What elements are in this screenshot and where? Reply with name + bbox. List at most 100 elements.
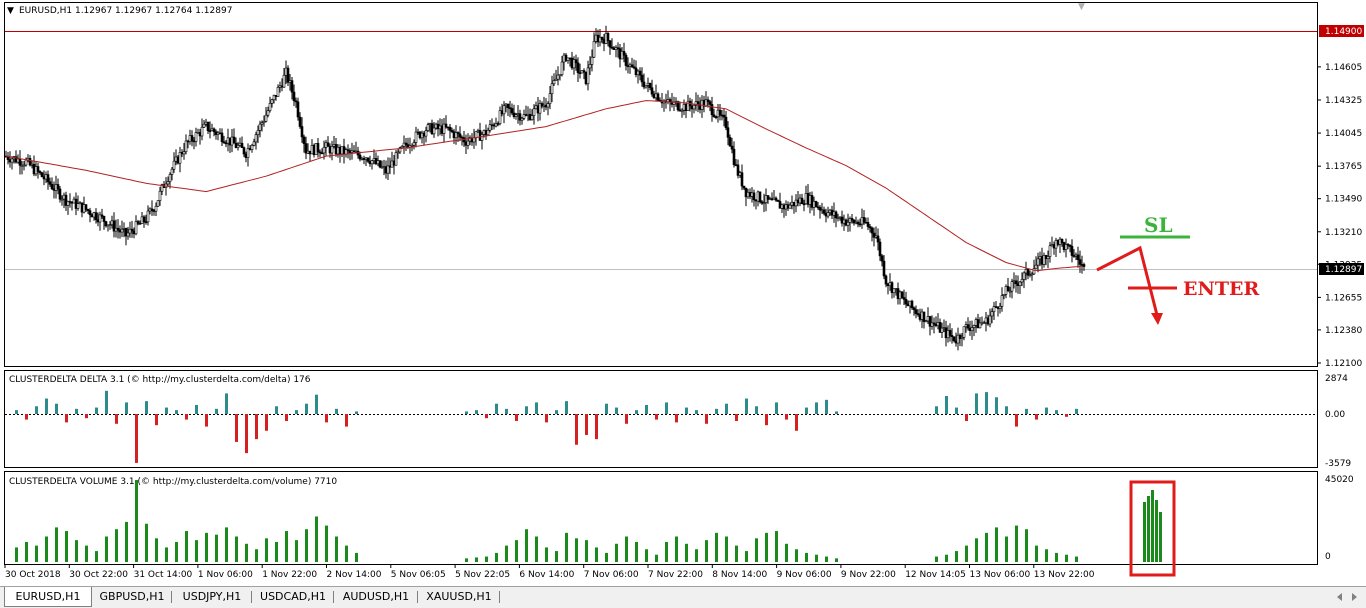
candle-body bbox=[892, 288, 896, 294]
delta-bar bbox=[565, 401, 568, 414]
volume-bar bbox=[635, 541, 638, 562]
candle-body bbox=[116, 227, 120, 231]
delta-bar bbox=[685, 407, 688, 414]
tab-usdjpy-h1[interactable]: USDJPY,H1 bbox=[172, 587, 252, 607]
delta-bar bbox=[975, 393, 978, 414]
candle-body bbox=[80, 202, 84, 213]
candle-body bbox=[554, 78, 558, 81]
delta-bar bbox=[725, 403, 728, 414]
candle-body bbox=[158, 190, 162, 201]
arrowhead-icon bbox=[1151, 313, 1163, 325]
candle-body bbox=[192, 140, 196, 143]
time-tick-label: 7 Nov 22:00 bbox=[648, 570, 703, 580]
candle-body bbox=[656, 93, 660, 101]
candle-body bbox=[398, 147, 402, 153]
candle-body bbox=[256, 130, 260, 135]
candle-body bbox=[1048, 245, 1052, 257]
candle-body bbox=[294, 100, 298, 103]
scroll-right-icon[interactable] bbox=[1352, 593, 1357, 601]
delta-bar bbox=[805, 407, 808, 414]
volume-bar bbox=[205, 532, 208, 562]
candle-body bbox=[1066, 244, 1070, 246]
volume-bar bbox=[535, 536, 538, 562]
scroll-left-icon[interactable] bbox=[1337, 593, 1342, 601]
delta-panel-title: CLUSTERDELTA DELTA 3.1 (© http://my.clus… bbox=[9, 375, 311, 385]
delta-bar bbox=[515, 414, 518, 421]
candle-body bbox=[60, 198, 64, 201]
delta-bar bbox=[225, 393, 228, 414]
volume-bar bbox=[665, 541, 668, 562]
time-tick-label: 30 Oct 22:00 bbox=[69, 570, 128, 580]
candle-body bbox=[1010, 281, 1014, 292]
candle-body bbox=[622, 51, 626, 56]
candle-body bbox=[236, 145, 240, 148]
candle-body bbox=[546, 103, 550, 108]
candle-body bbox=[232, 136, 236, 144]
candle-body bbox=[106, 224, 110, 227]
candle-body bbox=[1014, 280, 1018, 285]
candle-body bbox=[510, 108, 514, 114]
candle-body bbox=[426, 124, 430, 131]
volume-bar bbox=[145, 523, 148, 562]
candle-body bbox=[730, 145, 734, 150]
volume-bar bbox=[65, 531, 68, 562]
tab-scroll-arrows[interactable] bbox=[1334, 589, 1360, 605]
volume-bar bbox=[1035, 545, 1038, 562]
collapse-arrow-icon[interactable]: ▼ bbox=[7, 6, 14, 16]
candle-body bbox=[50, 184, 54, 190]
candle-body bbox=[118, 229, 122, 233]
candle-body bbox=[144, 221, 148, 223]
delta-bar bbox=[105, 390, 108, 414]
candle-body bbox=[1028, 274, 1032, 276]
volume-bar bbox=[355, 552, 358, 562]
time-tick-label: 2 Nov 14:00 bbox=[327, 570, 382, 580]
price-axis: 1.14605 1.14325 1.14045 1.13765 1.13490 1.132… bbox=[1317, 63, 1362, 369]
candle-body bbox=[40, 172, 44, 178]
candle-body bbox=[346, 149, 350, 151]
delta-bar bbox=[135, 414, 138, 463]
candle-body bbox=[68, 201, 72, 203]
delta-bar bbox=[95, 407, 98, 414]
delta-min-label: -3579 bbox=[1325, 459, 1351, 469]
tab-label: USDJPY,H1 bbox=[182, 590, 242, 603]
price-tick-label: 1.12655 bbox=[1325, 293, 1362, 303]
delta-bar bbox=[165, 407, 168, 414]
volume-bar bbox=[305, 529, 308, 562]
candle-body bbox=[1024, 269, 1028, 274]
candle-body bbox=[126, 232, 130, 237]
candle-body bbox=[692, 104, 696, 110]
delta-bar bbox=[735, 414, 738, 421]
chart-shift-marker-icon[interactable]: ▼ bbox=[1078, 2, 1085, 12]
candle-body bbox=[1022, 272, 1026, 280]
delta-bar bbox=[475, 410, 478, 414]
volume-bar bbox=[1025, 529, 1028, 562]
tab-audusd-h1[interactable]: AUDUSD,H1 bbox=[334, 587, 418, 607]
candle-body bbox=[108, 224, 112, 226]
volume-bar bbox=[975, 538, 978, 562]
candle-body bbox=[94, 212, 98, 220]
delta-bar bbox=[965, 414, 968, 421]
candle-body bbox=[998, 305, 1002, 309]
candle-body bbox=[160, 184, 164, 192]
candle-body bbox=[1068, 244, 1072, 247]
volume-bar bbox=[1015, 525, 1018, 562]
candle-body bbox=[474, 131, 478, 139]
candle-body bbox=[396, 151, 400, 154]
tab-xauusd-h1[interactable]: XAUUSD,H1 bbox=[418, 587, 500, 607]
candle-body bbox=[320, 152, 324, 155]
tab-separator bbox=[333, 591, 334, 603]
candlestick-series bbox=[4, 25, 1086, 351]
tab-eurusd-h1[interactable]: EURUSD,H1 bbox=[4, 587, 92, 607]
tab-usdcad-h1[interactable]: USDCAD,H1 bbox=[252, 587, 334, 607]
tab-gbpusd-h1[interactable]: GBPUSD,H1 bbox=[92, 587, 172, 607]
candle-body bbox=[916, 313, 920, 315]
candle-body bbox=[56, 184, 60, 190]
candle-body bbox=[876, 235, 880, 243]
chart-canvas[interactable]: ▼ EURUSD,H1 1.12967 1.12967 1.12764 1.12… bbox=[0, 0, 1366, 586]
delta-bar bbox=[525, 406, 528, 414]
time-tick-label: 13 Nov 06:00 bbox=[970, 570, 1031, 580]
delta-bar bbox=[635, 410, 638, 414]
volume-bar bbox=[35, 545, 38, 562]
candle-body bbox=[640, 74, 644, 83]
candle-body bbox=[914, 309, 918, 314]
